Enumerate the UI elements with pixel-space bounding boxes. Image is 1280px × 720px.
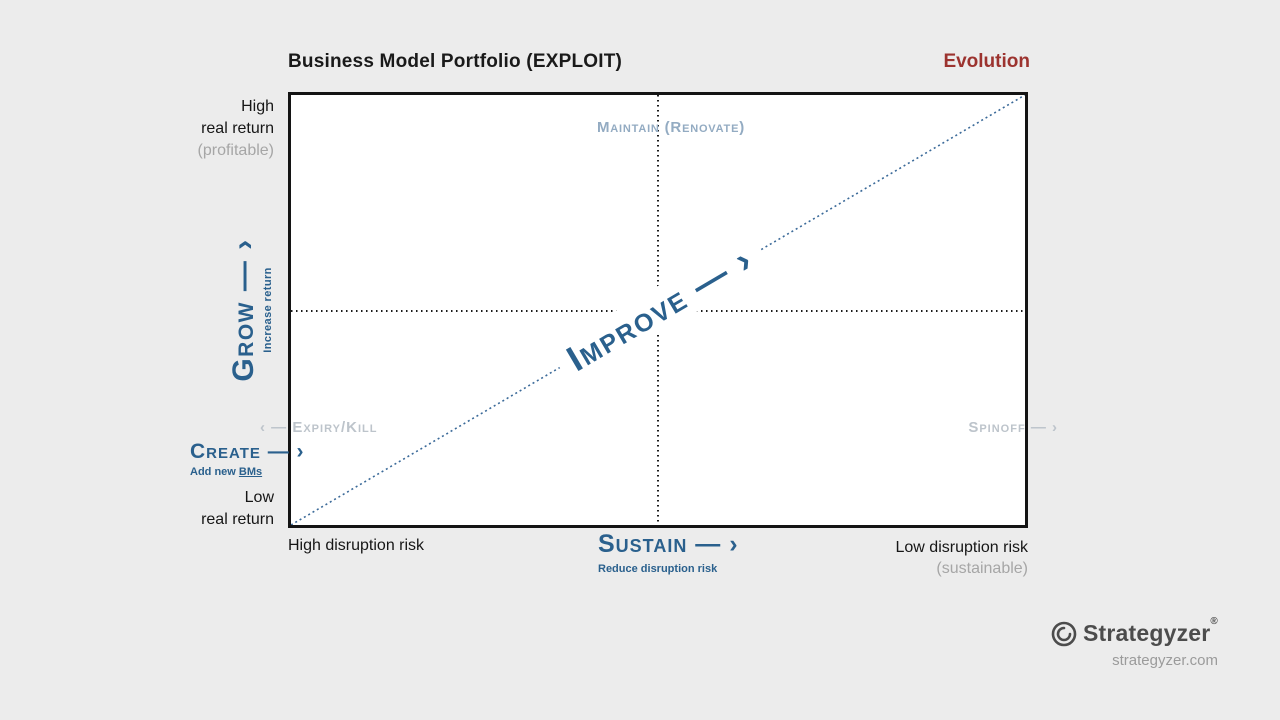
brand-lockup: Strategyzer® [1051,616,1218,647]
create-note-bms: BMs [238,466,263,478]
x-axis-low-note: (sustainable) [936,560,1028,577]
create-note-prefix: Add new [190,466,239,478]
strategyzer-logo-icon [1051,621,1077,646]
x-axis-low-risk-label: Low disruption risk (sustainable) [896,537,1029,579]
brand-name: Strategyzer® [1082,616,1218,647]
registered-mark: ® [1210,616,1218,628]
create-axis-label: Create — › [190,440,305,463]
y-axis-high-note: (profitable) [197,142,274,159]
sustain-axis-label-block: Sustain — › Reduce disruption risk [598,530,739,575]
grow-axis-note: Increase return [262,267,274,353]
website-label: strategyzer.com [1112,652,1218,669]
y-axis-low-line1: Low [244,489,274,506]
x-axis-low-line1: Low disruption risk [895,539,1029,556]
matrix-plot-area: Maintain (Renovate) Improve — › [288,92,1028,528]
create-axis-label-block: Create — › Add new BMs [190,440,305,478]
evolution-label: Evolution [943,51,1030,72]
spinoff-label: Spinoff — › [968,419,1058,436]
x-axis-high-risk-label: High disruption risk [288,537,425,554]
create-axis-note: Add new BMs [190,466,305,478]
brand-text: Strategyzer [1082,620,1211,646]
y-axis-low-label: Low real return [201,487,274,531]
page-title: Business Model Portfolio (EXPLOIT) [288,51,623,72]
grow-axis-label: Grow — › [227,238,260,382]
y-axis-high-label: High real return (profitable) [198,96,274,162]
sustain-axis-label: Sustain — › [598,530,739,558]
y-axis-high-line2: real return [201,120,274,137]
y-axis-low-line2: real return [201,511,274,528]
y-axis-high-line1: High [241,98,274,115]
expiry-kill-label: ‹ — Expiry/Kill [260,419,378,436]
sustain-axis-note: Reduce disruption risk [598,563,718,575]
maintain-quadrant-label: Maintain (Renovate) [596,119,746,136]
